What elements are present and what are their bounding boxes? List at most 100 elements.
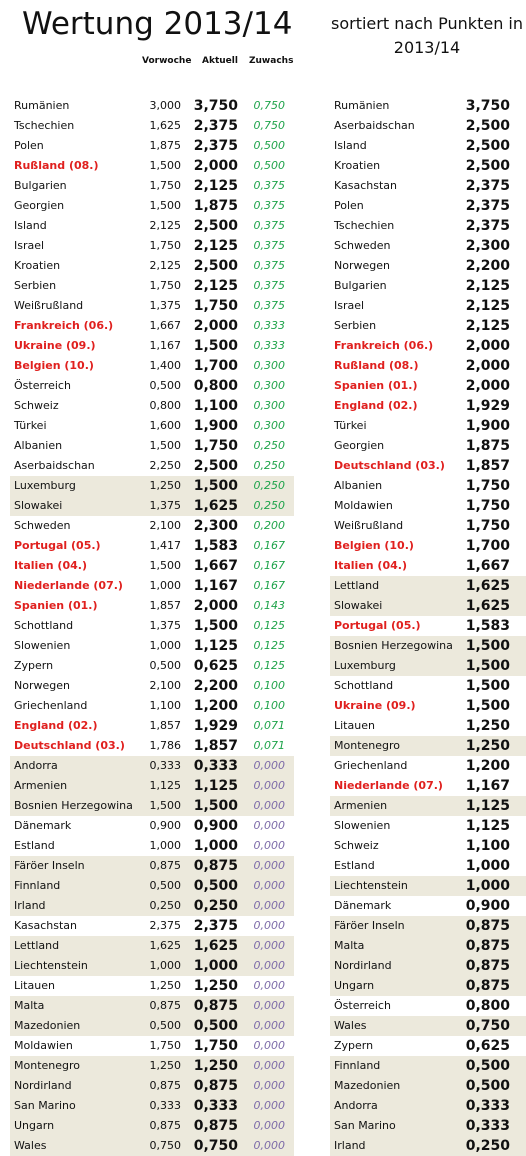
country-name: Litauen: [334, 719, 375, 732]
country-name: Schottland: [14, 619, 74, 632]
country-name: Dänemark: [334, 899, 392, 912]
country-name: Bulgarien: [14, 179, 67, 192]
vorwoche-value: 1,600: [149, 419, 182, 432]
country-name: Slowakei: [334, 599, 383, 612]
country-name: Armenien: [14, 779, 68, 792]
country-name: Malta: [334, 939, 365, 952]
table-row: Georgien 1,500 1,875 0,375: [10, 196, 294, 216]
table-row: Wales 0,750 0,750 0,000: [10, 1136, 294, 1156]
aktuell-value: 0,333: [193, 1098, 238, 1114]
aktuell-value: 0,500: [465, 1058, 510, 1074]
vorwoche-value: 0,875: [149, 1079, 182, 1092]
aktuell-value: 2,125: [465, 298, 510, 314]
vorwoche-value: 2,125: [149, 219, 182, 232]
aktuell-value: 2,375: [193, 918, 238, 934]
country-name: Lettland: [14, 939, 60, 952]
table-row: Israel 2,125: [330, 296, 526, 316]
table-row: Schottland 1,375 1,500 0,125: [10, 616, 294, 636]
aktuell-value: 1,750: [465, 518, 510, 534]
table-row: England (02.) 1,929: [330, 396, 526, 416]
country-name: England (02.): [334, 399, 418, 412]
country-name: Luxemburg: [14, 479, 76, 492]
aktuell-value: 0,250: [193, 898, 238, 914]
table-row: Spanien (01.) 2,000: [330, 376, 526, 396]
table-row: Ukraine (09.) 1,500: [330, 696, 526, 716]
vorwoche-value: 2,125: [149, 259, 182, 272]
country-name: Portugal (05.): [14, 539, 101, 552]
vorwoche-value: 1,500: [149, 799, 182, 812]
vorwoche-value: 1,500: [149, 159, 182, 172]
zuwachs-value: 0,000: [253, 1079, 286, 1092]
zuwachs-value: 0,071: [253, 739, 286, 752]
country-name: Kroatien: [14, 259, 61, 272]
vorwoche-value: 1,400: [149, 359, 182, 372]
country-name: Estland: [334, 859, 375, 872]
aktuell-value: 0,500: [193, 1018, 238, 1034]
country-name: Serbien: [14, 279, 57, 292]
zuwachs-value: 0,071: [253, 719, 286, 732]
vorwoche-value: 0,250: [149, 899, 182, 912]
country-name: Italien (04.): [334, 559, 407, 572]
country-name: Slowenien: [14, 639, 71, 652]
country-name: Island: [334, 139, 367, 152]
country-name: Frankreich (06.): [334, 339, 434, 352]
country-name: Griechenland: [334, 759, 408, 772]
zuwachs-value: 0,000: [253, 1119, 286, 1132]
aktuell-value: 1,500: [465, 698, 510, 714]
vorwoche-value: 1,857: [149, 719, 182, 732]
aktuell-value: 0,750: [193, 1138, 238, 1154]
country-name: Österreich: [14, 379, 71, 392]
vorwoche-value: 1,100: [149, 699, 182, 712]
table-row: Österreich 0,500 0,800 0,300: [10, 376, 294, 396]
aktuell-value: 1,750: [193, 298, 238, 314]
aktuell-value: 0,750: [465, 1018, 510, 1034]
zuwachs-value: 0,375: [253, 239, 286, 252]
country-name: Weißrußland: [14, 299, 84, 312]
country-name: Weißrußland: [334, 519, 404, 532]
table-row: Griechenland 1,200: [330, 756, 526, 776]
table-row: Polen 2,375: [330, 196, 526, 216]
table-row: Italien (04.) 1,500 1,667 0,167: [10, 556, 294, 576]
zuwachs-value: 0,500: [253, 139, 286, 152]
country-name: Nordirland: [14, 1079, 72, 1092]
country-name: Tschechien: [14, 119, 75, 132]
aktuell-value: 1,750: [465, 498, 510, 514]
aktuell-value: 1,929: [193, 718, 238, 734]
zuwachs-value: 0,167: [253, 579, 286, 592]
country-name: Türkei: [334, 419, 367, 432]
zuwachs-value: 0,000: [253, 919, 286, 932]
country-name: Liechtenstein: [14, 959, 88, 972]
table-row: Rußland (08.) 2,000: [330, 356, 526, 376]
aktuell-value: 2,500: [465, 158, 510, 174]
country-name: Estland: [14, 839, 55, 852]
vorwoche-value: 1,500: [149, 199, 182, 212]
aktuell-value: 1,000: [465, 878, 510, 894]
vorwoche-value: 1,786: [149, 739, 182, 752]
zuwachs-value: 0,375: [253, 299, 286, 312]
country-name: Wales: [334, 1019, 367, 1032]
country-name: Aserbaidschan: [334, 119, 415, 132]
aktuell-value: 2,500: [465, 118, 510, 134]
aktuell-value: 0,333: [193, 758, 238, 774]
table-row: Nordirland 0,875: [330, 956, 526, 976]
table-row: Finnland 0,500 0,500 0,000: [10, 876, 294, 896]
vorwoche-value: 1,000: [149, 579, 182, 592]
aktuell-value: 1,625: [465, 598, 510, 614]
country-name: Mazedonien: [334, 1079, 401, 1092]
zuwachs-value: 0,375: [253, 259, 286, 272]
country-name: Malta: [14, 999, 45, 1012]
table-row: Litauen 1,250 1,250 0,000: [10, 976, 294, 996]
aktuell-value: 0,333: [465, 1118, 510, 1134]
vorwoche-value: 1,167: [149, 339, 182, 352]
country-name: Spanien (01.): [334, 379, 418, 392]
zuwachs-value: 0,200: [253, 519, 286, 532]
zuwachs-value: 0,000: [253, 1059, 286, 1072]
aktuell-value: 2,200: [193, 678, 238, 694]
aktuell-value: 2,300: [193, 518, 238, 534]
header-vorwoche: Vorwoche: [142, 56, 192, 66]
table-row: Belgien (10.) 1,700: [330, 536, 526, 556]
table-row: Frankreich (06.) 2,000: [330, 336, 526, 356]
vorwoche-value: 1,000: [149, 839, 182, 852]
aktuell-value: 1,857: [193, 738, 238, 754]
country-name: Österreich: [334, 999, 391, 1012]
